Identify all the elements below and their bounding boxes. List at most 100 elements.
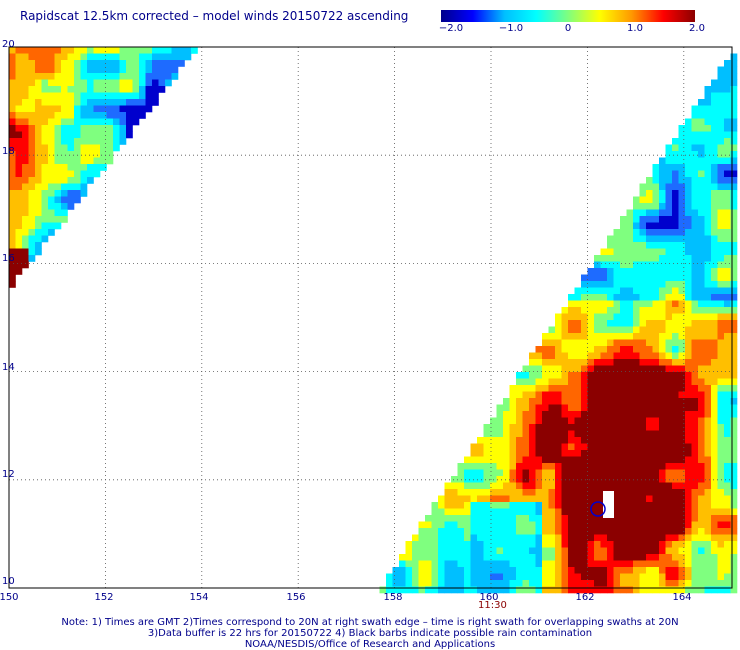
colorbar-tick-label: 1.0: [627, 23, 643, 34]
data-cell: [529, 404, 536, 412]
data-cell: [581, 482, 588, 490]
data-cell: [542, 573, 549, 581]
data-cell: [15, 138, 23, 145]
data-cell: [711, 547, 718, 555]
data-cell: [568, 313, 575, 321]
data-cell: [516, 463, 523, 470]
data-cell: [698, 372, 705, 379]
data-cell: [678, 170, 686, 178]
data-cell: [15, 79, 23, 87]
data-cell: [698, 248, 705, 256]
data-cell: [126, 53, 133, 61]
data-cell: [555, 586, 562, 594]
data-cell: [600, 560, 608, 568]
data-cell: [41, 99, 49, 106]
data-cell: [717, 333, 725, 340]
data-cell: [652, 469, 660, 477]
data-cell: [15, 190, 23, 197]
data-cell: [678, 359, 686, 366]
data-cell: [574, 463, 582, 470]
data-cell: [41, 190, 49, 197]
data-cell: [639, 437, 647, 444]
data-cell: [35, 216, 42, 223]
data-cell: [444, 580, 452, 587]
data-cell: [542, 385, 549, 392]
data-cell: [626, 242, 634, 249]
data-cell: [659, 300, 666, 308]
data-cell: [698, 170, 705, 178]
data-cell: [48, 203, 55, 210]
data-cell: [74, 118, 81, 126]
data-cell: [516, 378, 523, 386]
data-cell: [652, 443, 660, 451]
data-cell: [555, 534, 562, 542]
data-cell: [730, 424, 738, 431]
data-cell: [659, 508, 666, 516]
data-cell: [613, 521, 621, 529]
data-cell: [139, 112, 146, 119]
data-cell: [594, 515, 601, 522]
data-cell: [704, 339, 712, 347]
data-cell: [438, 495, 445, 503]
data-cell: [444, 586, 452, 594]
data-cell: [600, 521, 608, 529]
data-cell: [568, 443, 575, 451]
data-cell: [100, 73, 107, 80]
data-cell: [74, 47, 81, 54]
data-cell: [607, 430, 614, 438]
data-cell: [711, 528, 718, 535]
data-cell: [646, 450, 653, 457]
data-cell: [691, 151, 699, 158]
data-cell: [54, 203, 62, 210]
data-cell: [613, 274, 621, 282]
data-cell: [704, 307, 712, 314]
data-cell: [542, 398, 549, 405]
data-cell: [600, 300, 608, 308]
data-cell: [28, 112, 36, 119]
data-cell: [9, 53, 16, 61]
data-cell: [639, 495, 647, 503]
data-cell: [581, 547, 588, 555]
data-cell: [724, 359, 731, 366]
data-cell: [607, 528, 614, 535]
data-cell: [717, 372, 725, 379]
data-cell: [717, 138, 725, 145]
data-cell: [74, 183, 81, 191]
data-cell: [652, 281, 660, 288]
data-cell: [542, 541, 549, 548]
data-cell: [633, 430, 640, 438]
data-cell: [28, 216, 36, 223]
data-cell: [613, 326, 621, 334]
data-cell: [691, 281, 699, 288]
data-cell: [620, 482, 627, 490]
data-cell: [22, 229, 29, 236]
data-cell: [730, 255, 738, 262]
data-cell: [113, 118, 120, 126]
data-cell: [503, 495, 510, 503]
data-cell: [646, 547, 653, 555]
data-cell: [22, 131, 29, 139]
data-cell: [691, 248, 699, 256]
data-cell: [67, 144, 75, 152]
data-cell: [646, 508, 653, 516]
data-cell: [639, 411, 647, 418]
data-cell: [581, 352, 588, 360]
data-cell: [100, 47, 107, 54]
data-cell: [659, 554, 666, 561]
data-cell: [529, 586, 536, 594]
data-cell: [691, 411, 699, 418]
data-cell: [48, 209, 55, 217]
data-cell: [574, 372, 582, 379]
data-cell: [54, 164, 62, 171]
data-cell: [717, 450, 725, 457]
data-cell: [74, 164, 81, 171]
data-cell: [724, 86, 731, 93]
data-cell: [646, 313, 653, 321]
data-cell: [581, 437, 588, 444]
data-cell: [711, 112, 718, 119]
data-cell: [464, 476, 471, 483]
data-cell: [724, 333, 731, 340]
data-cell: [503, 560, 510, 568]
data-cell: [652, 495, 660, 503]
data-cell: [685, 450, 692, 457]
